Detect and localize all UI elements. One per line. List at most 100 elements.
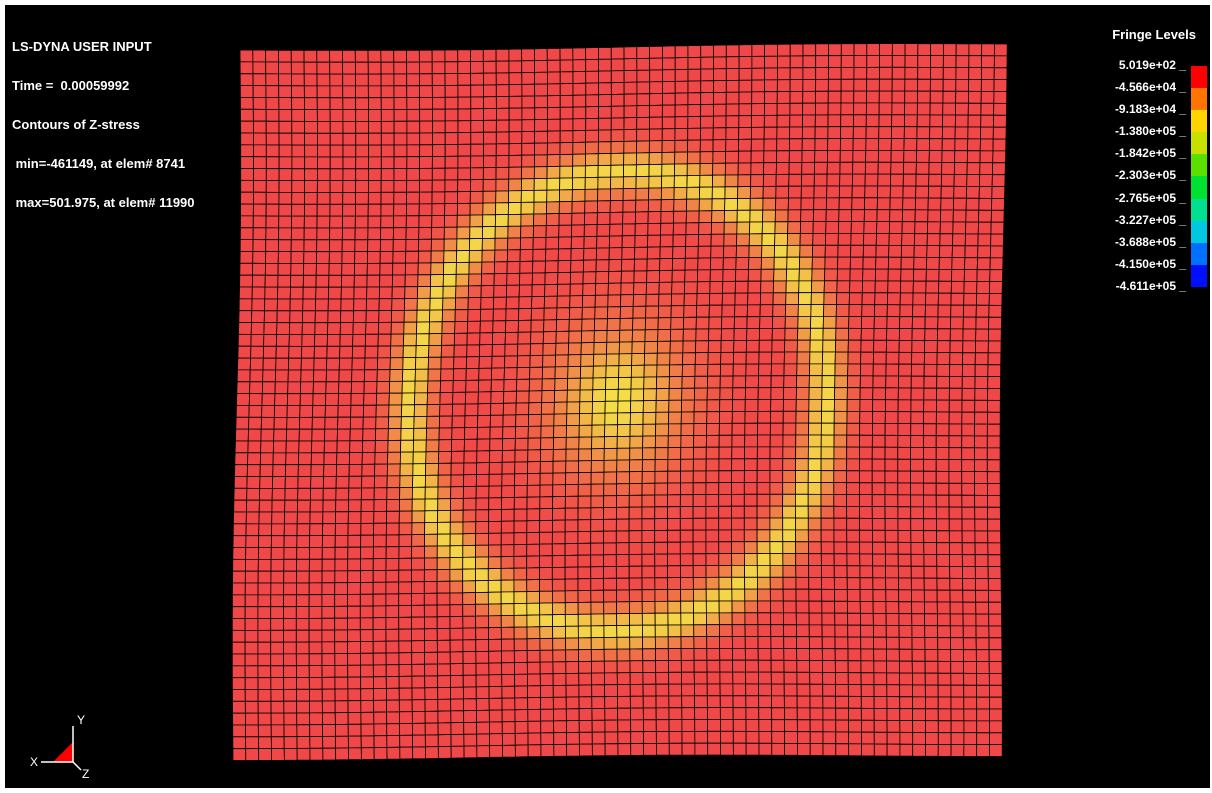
fringe-level-label: -1.380e+05 _ [1076, 122, 1186, 144]
mesh-element [419, 132, 433, 146]
mesh-element [809, 351, 824, 365]
mesh-element [347, 652, 361, 666]
mesh-element [380, 191, 395, 205]
mesh-element [865, 102, 880, 116]
mesh-element [495, 131, 510, 145]
mesh-element [822, 339, 837, 353]
mesh-element [347, 629, 361, 643]
mesh-element [846, 529, 860, 543]
mesh-element [833, 458, 848, 472]
mesh-element [986, 447, 1001, 461]
mesh-element [912, 696, 926, 710]
mesh-element [462, 568, 476, 582]
mesh-element [597, 188, 612, 202]
mesh-element [937, 316, 952, 330]
mesh-element [514, 697, 529, 711]
mesh-element [373, 711, 388, 725]
mesh-element [951, 268, 965, 282]
mesh-element [950, 280, 965, 294]
mesh-element [974, 447, 988, 461]
mesh-element [393, 168, 408, 181]
mesh-element [502, 402, 517, 416]
mesh-element [591, 412, 606, 426]
mesh-element [551, 531, 566, 545]
mesh-element [917, 43, 931, 56]
mesh-element [833, 517, 848, 531]
mesh-element [342, 61, 356, 75]
mesh-element [436, 604, 451, 618]
mesh-element [872, 411, 886, 424]
mesh-element [252, 239, 267, 252]
mesh-element [784, 719, 798, 733]
mesh-element [480, 273, 495, 287]
mesh-element [360, 534, 374, 548]
mesh-element [468, 249, 483, 263]
mesh-element [859, 470, 873, 484]
mesh-element [406, 61, 420, 75]
mesh-element [879, 43, 893, 56]
mesh-element [245, 511, 260, 525]
graphics-viewport[interactable]: LS-DYNA USER INPUT Time = 0.00059992 Con… [5, 5, 1210, 788]
mesh-element [833, 399, 848, 412]
mesh-element [437, 663, 451, 677]
mesh-element [513, 602, 528, 616]
mesh-element [853, 90, 868, 104]
mesh-element [470, 167, 484, 181]
mesh-element [873, 304, 888, 318]
mesh-element [667, 506, 681, 519]
stress-contour-mesh[interactable] [5, 5, 1210, 788]
mesh-element [789, 90, 804, 104]
mesh-element [764, 79, 778, 93]
mesh-element [891, 102, 906, 116]
mesh-element [782, 422, 797, 436]
mesh-element [385, 581, 400, 595]
mesh-element [411, 675, 426, 689]
mesh-element [534, 118, 548, 132]
mesh-element [744, 588, 759, 602]
mesh-element [974, 364, 989, 378]
mesh-element [480, 285, 495, 298]
fringe-level-value: -2.765e+05 _ [1114, 190, 1186, 205]
mesh-element [303, 73, 318, 87]
mesh-element [950, 292, 965, 306]
mesh-element [564, 578, 579, 592]
mesh-element [835, 707, 850, 721]
mesh-element [393, 132, 408, 146]
mesh-element [476, 438, 491, 452]
mesh-element [987, 376, 1002, 389]
mesh-element [700, 80, 714, 94]
mesh-element [783, 636, 798, 649]
mesh-element [718, 612, 733, 626]
mesh-element [785, 268, 800, 282]
mesh-element [552, 649, 567, 663]
mesh-element [866, 90, 880, 104]
mesh-element [886, 328, 900, 341]
mesh-element [413, 427, 428, 441]
mesh-element [494, 214, 509, 227]
mesh-element [911, 340, 926, 353]
mesh-element [291, 191, 305, 205]
mesh-element [885, 387, 899, 401]
mesh-element [442, 273, 457, 287]
mesh-element [316, 192, 331, 205]
mesh-element [444, 49, 459, 63]
mesh-element [923, 435, 937, 449]
mesh-element [811, 244, 826, 258]
mesh-element [628, 589, 643, 603]
mesh-element [904, 43, 919, 56]
mesh-element [258, 523, 273, 537]
mesh-element [885, 589, 900, 603]
mesh-element [603, 601, 618, 615]
mesh-element [578, 684, 593, 698]
mesh-element [340, 286, 355, 300]
mesh-element [885, 577, 900, 591]
mesh-element [759, 316, 774, 329]
mesh-element [962, 304, 977, 318]
mesh-element [443, 262, 457, 275]
mesh-element [924, 637, 939, 650]
mesh-element [853, 55, 868, 68]
mesh-element [372, 558, 387, 571]
mesh-element [398, 498, 413, 512]
mesh-element [788, 173, 803, 187]
mesh-element [462, 639, 477, 653]
